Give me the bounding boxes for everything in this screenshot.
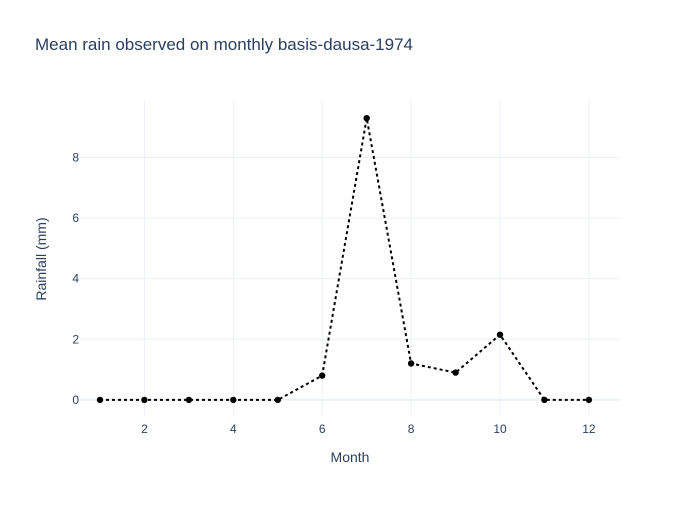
y-tick-label: 8 (72, 151, 79, 165)
grid-lines (80, 100, 620, 415)
data-point[interactable] (230, 396, 237, 404)
data-point[interactable] (96, 396, 104, 404)
data-point[interactable] (452, 369, 459, 376)
chart-title: Mean rain observed on monthly basis-daus… (35, 35, 413, 54)
x-axis-ticks: 2 4 6 8 10 12 (141, 422, 596, 436)
data-point[interactable] (274, 396, 281, 404)
data-point[interactable] (496, 331, 504, 338)
y-axis-ticks: 0 2 4 6 8 (72, 151, 79, 407)
y-axis-title: Rainfall (mm) (33, 217, 49, 300)
data-point[interactable] (541, 396, 548, 404)
data-point[interactable] (585, 396, 593, 404)
x-tick-label: 12 (582, 422, 596, 436)
series-layer (96, 115, 593, 404)
x-tick-label: 4 (230, 422, 237, 436)
data-point[interactable] (185, 396, 193, 404)
y-tick-label: 6 (72, 211, 79, 225)
series-line (100, 118, 589, 401)
y-tick-label: 4 (72, 272, 79, 286)
x-tick-label: 10 (493, 422, 507, 436)
data-point[interactable] (141, 396, 148, 404)
x-tick-label: 6 (319, 422, 326, 436)
y-tick-label: 0 (72, 393, 79, 407)
data-point[interactable] (363, 115, 370, 122)
y-tick-label: 2 (72, 332, 79, 346)
data-point[interactable] (319, 372, 326, 379)
x-axis-title: Month (331, 449, 370, 465)
x-tick-label: 2 (141, 422, 148, 436)
x-tick-label: 8 (408, 422, 415, 436)
data-point[interactable] (407, 360, 415, 367)
